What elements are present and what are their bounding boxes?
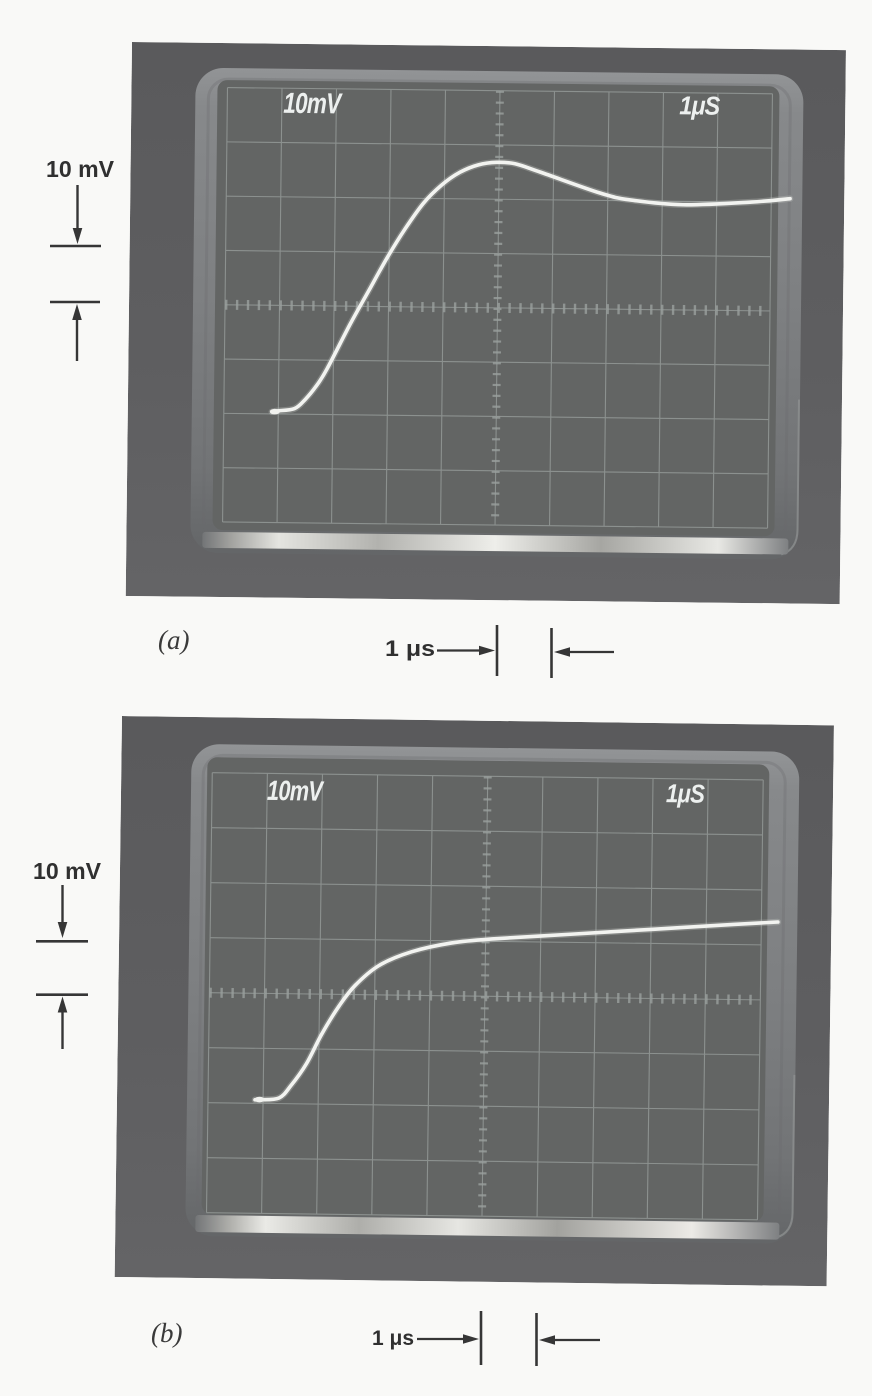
svg-text:1μS: 1μS — [666, 778, 706, 809]
svg-text:10 mV: 10 mV — [46, 156, 115, 182]
svg-text:1 μs: 1 μs — [385, 636, 435, 661]
svg-text:10mV: 10mV — [283, 88, 343, 121]
svg-text:10mV: 10mV — [267, 775, 325, 807]
svg-text:10 mV: 10 mV — [33, 858, 102, 884]
svg-text:1μS: 1μS — [679, 90, 721, 120]
svg-text:(a): (a) — [158, 625, 189, 655]
svg-text:(b): (b) — [151, 1318, 182, 1348]
svg-text:1 μs: 1 μs — [372, 1327, 414, 1350]
